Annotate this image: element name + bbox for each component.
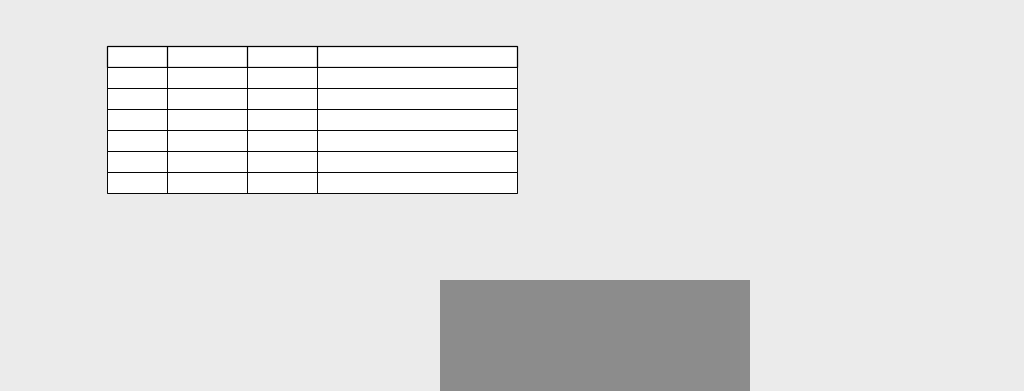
Text: 111: 111 bbox=[406, 115, 428, 128]
Text: (C) 72, 72: (C) 72, 72 bbox=[490, 252, 556, 265]
Text: (A) 72, 160: (A) 72, 160 bbox=[75, 252, 150, 265]
Text: (D) 160, 72: (D) 160, 72 bbox=[760, 252, 836, 265]
Text: (A) 72, 160: (A) 72, 160 bbox=[75, 252, 150, 265]
Text: (D) None of these: (D) None of these bbox=[230, 20, 335, 33]
Text: (B) 160, 160: (B) 160, 160 bbox=[230, 252, 312, 265]
Text: (q): (q) bbox=[273, 94, 291, 107]
Text: (A) (i) – r, (ii) – q, (iii) – t, (iv) – s, (v) – p: (A) (i) – r, (ii) – q, (iii) – t, (iv) –… bbox=[106, 184, 331, 194]
Text: (s): (s) bbox=[274, 136, 290, 149]
Text: (C) (i) – r, (ii) – s, (iii) – t, (iv) – q, (v) – p: (C) (i) – r, (ii) – s, (iii) – t, (iv) –… bbox=[106, 197, 331, 207]
Text: D-2.: D-2. bbox=[75, 33, 104, 46]
Text: (B) 160, 160: (B) 160, 160 bbox=[230, 252, 312, 265]
Text: Choose the correct order of atomic radii of Fluorine and Neon (in pm) out of the: Choose the correct order of atomic radii… bbox=[75, 218, 650, 231]
Text: Be: Be bbox=[200, 73, 215, 86]
Text: B: B bbox=[203, 136, 211, 149]
Text: Code: Code bbox=[265, 52, 299, 65]
Text: Atomic radius (pm): Atomic radius (pm) bbox=[353, 52, 480, 65]
Text: N: N bbox=[203, 157, 211, 170]
Text: (A) nuclear charge (Z): (A) nuclear charge (Z) bbox=[75, 293, 221, 306]
Text: 77: 77 bbox=[410, 136, 425, 149]
Text: (C) 72, 72: (C) 72, 72 bbox=[490, 252, 556, 265]
Text: (ii): (ii) bbox=[129, 115, 144, 128]
Text: 74: 74 bbox=[410, 73, 425, 86]
Text: (iv): (iv) bbox=[127, 157, 146, 170]
Text: 66: 66 bbox=[410, 157, 425, 170]
Text: (D) 160, 72: (D) 160, 72 bbox=[760, 252, 836, 265]
Text: below :: below : bbox=[75, 231, 123, 244]
Text: is affected by :: is affected by : bbox=[457, 279, 560, 292]
Text: (p): (p) bbox=[273, 73, 291, 86]
Text: D-4.: D-4. bbox=[40, 278, 72, 291]
Text: (B) (i) – t, (ii) – s, (iii) – r, (iv) – p, (v) –: (B) (i) – t, (ii) – s, (iii) – r, (iv) –… bbox=[530, 184, 742, 194]
Text: (i): (i) bbox=[131, 94, 143, 107]
Text: D-3.: D-3. bbox=[40, 218, 72, 231]
Text: ⁻²: ⁻² bbox=[365, 276, 374, 285]
Text: (D) (i) – t, (ii) – p, (iii) – r, (iv) – s, (v) –: (D) (i) – t, (ii) – p, (iii) – r, (iv) –… bbox=[530, 197, 743, 207]
Text: ⁻: ⁻ bbox=[393, 276, 397, 285]
Text: The size of isoelectronic species O: The size of isoelectronic species O bbox=[75, 278, 303, 291]
Text: (r): (r) bbox=[274, 115, 289, 128]
Text: and Na: and Na bbox=[401, 279, 453, 292]
Text: C: C bbox=[203, 94, 211, 107]
Text: Element: Element bbox=[180, 52, 234, 65]
Text: O: O bbox=[203, 115, 212, 128]
Text: , F: , F bbox=[377, 279, 393, 292]
Text: (t): (t) bbox=[275, 157, 289, 170]
Text: S.No.: S.No. bbox=[119, 52, 155, 65]
Text: (iii): (iii) bbox=[128, 136, 146, 149]
Text: ⁺: ⁺ bbox=[449, 276, 454, 285]
Text: 88: 88 bbox=[410, 94, 425, 107]
Text: (A) nuclear charge (Z): (A) nuclear charge (Z) bbox=[75, 293, 221, 306]
Text: The size of isoelectronic species O⁻², F⁻ and Na⁺ is affected by :: The size of isoelectronic species O⁻², F… bbox=[75, 278, 500, 291]
Text: D-4.: D-4. bbox=[40, 278, 72, 291]
Text: (C) Both (A) & (B): (C) Both (A) & (B) bbox=[230, 8, 334, 21]
Text: Match the correct atomic radius with the element :: Match the correct atomic radius with the… bbox=[106, 33, 426, 46]
Text: (v): (v) bbox=[129, 178, 145, 191]
